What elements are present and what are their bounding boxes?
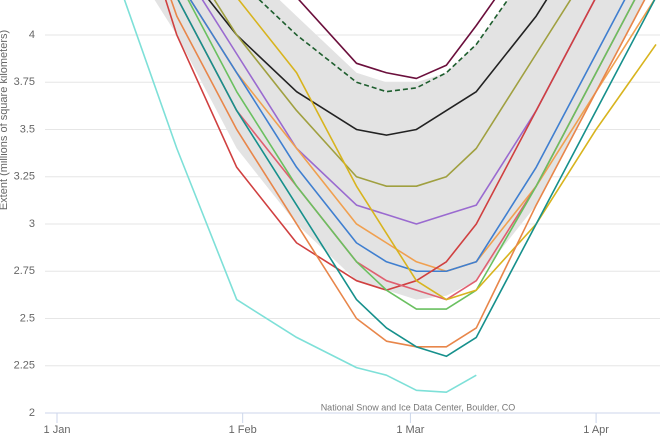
- series-line: [189, 0, 626, 273]
- series-line: [207, 0, 548, 136]
- y-tick-label: 3.25: [14, 171, 35, 183]
- y-tick-label: 2: [29, 407, 35, 419]
- axes: 2 2.25 2.5 2.75 3 3.25 3.5 3.75 4 1 Jan 1 Feb 1 Mar…: [14, 29, 660, 436]
- y-tick-label: 4: [29, 29, 35, 41]
- series-line: [213, 0, 572, 187]
- plot-area: [123, 0, 657, 394]
- y-tick-label: 2.5: [20, 312, 35, 324]
- y-tick-label: 2.25: [14, 360, 35, 372]
- series-line: [187, 0, 636, 310]
- y-tick-label: 3.5: [20, 123, 35, 135]
- y-axis-title: Extent (millions of square kilometers): [0, 30, 10, 210]
- series-line: [298, 0, 496, 80]
- x-tick-label: 1 Feb: [229, 424, 257, 436]
- y-tick-label: 2.75: [14, 265, 35, 277]
- x-tick-label: 1 Jan: [44, 424, 71, 436]
- y-tick-label: 3: [29, 218, 35, 230]
- credit: National Snow and Ice Data Center, Bould…: [321, 402, 516, 412]
- series-line: [123, 0, 477, 394]
- x-tick-label: 1 Mar: [396, 424, 424, 436]
- x-tick-label: 1 Apr: [583, 424, 609, 436]
- series-line: [177, 0, 656, 358]
- series-line: [170, 0, 646, 348]
- y-tick-label: 3.75: [14, 76, 35, 88]
